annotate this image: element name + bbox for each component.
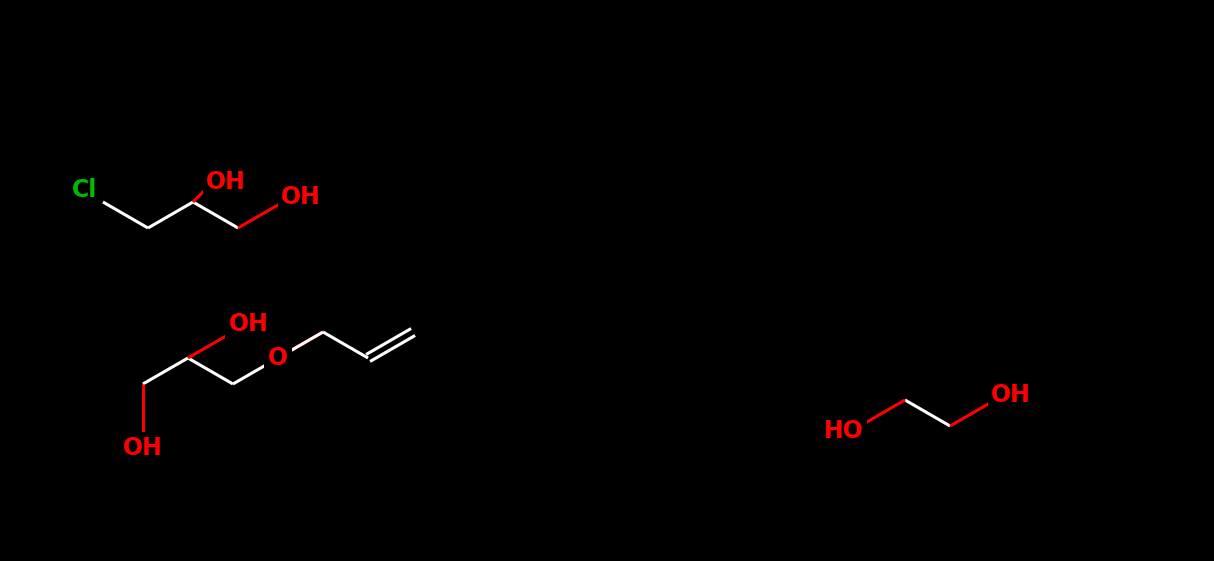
Text: OH: OH [991, 383, 1031, 407]
Text: HO: HO [824, 419, 864, 443]
Text: O: O [268, 346, 288, 370]
Text: Cl: Cl [73, 178, 97, 202]
Text: OH: OH [229, 312, 270, 336]
Text: OH: OH [123, 436, 163, 460]
Text: OH: OH [282, 185, 320, 209]
Text: OH: OH [206, 170, 246, 194]
